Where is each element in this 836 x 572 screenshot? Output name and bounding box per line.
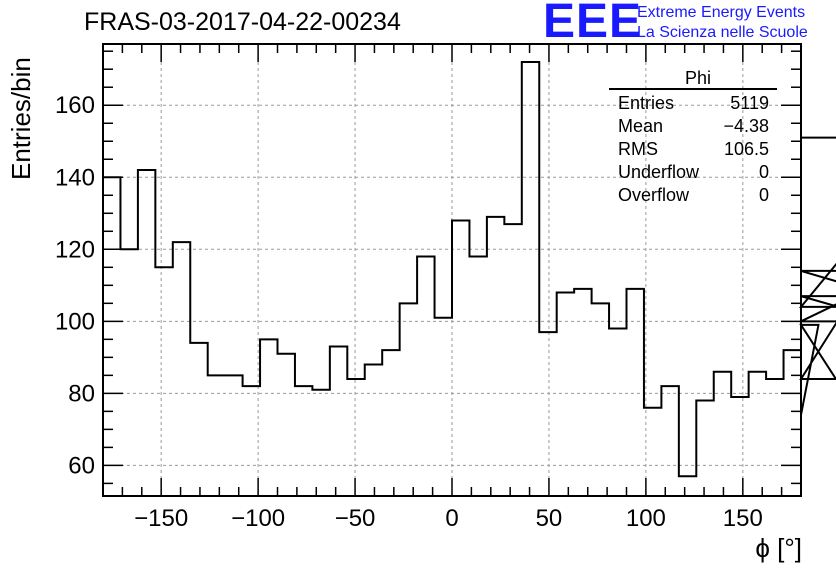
stats-label: Overflow [618,185,690,205]
stats-value: 0 [758,185,769,205]
x-tick-label: −50 [335,505,376,532]
y-tick-label: 140 [55,164,95,191]
stats-box: Phi Entries 5119 Mean −4.38 RMS 106.5 Un… [609,68,777,207]
x-tick-label: 50 [536,505,563,532]
stats-title: Phi [609,68,777,90]
y-tick-label: 100 [55,308,95,335]
chart-title: FRAS-03-2017-04-22-00234 [84,8,401,36]
x-tick-label: −150 [134,505,188,532]
x-tick-label: −100 [231,505,285,532]
stats-value: 5119 [730,93,769,113]
y-tick-label: 120 [55,236,95,263]
plot-frame [102,43,802,497]
tick-labels: −150 −100 −50 0 50 100 150 60 80 100 120 140 160 [55,92,763,532]
x-tick-label: 100 [626,505,666,532]
stats-label: Entries [618,93,675,113]
y-tick-label: 160 [55,92,95,119]
histogram-series [103,61,836,478]
stats-label: RMS [618,139,658,159]
y-tick-label: 80 [68,380,95,407]
stats-label: Underflow [618,162,700,182]
stats-value: 106.5 [723,139,769,159]
stats-label: Mean [618,116,664,136]
axis-ticks [102,44,802,496]
logo-tagline-1: Extreme Energy Events [637,4,806,21]
stats-row-mean: Mean −4.38 [609,115,777,138]
stats-value: −4.38 [723,116,769,136]
y-tick-label: 60 [68,452,95,479]
eee-logo: EEE [543,0,643,48]
x-tick-label: 150 [723,505,763,532]
logo-tagline-2: La Scienza nelle Scuole [637,24,808,41]
x-tick-label: 0 [445,505,458,532]
stats-value: 0 [758,162,769,182]
stats-row-underflow: Underflow 0 [609,161,777,184]
x-axis-label: ϕ [°] [755,533,802,563]
stats-row-overflow: Overflow 0 [609,184,777,207]
stats-row-entries: Entries 5119 [609,92,777,115]
stats-row-rms: RMS 106.5 [609,138,777,161]
y-axis-label: Entries/bin [6,57,36,180]
